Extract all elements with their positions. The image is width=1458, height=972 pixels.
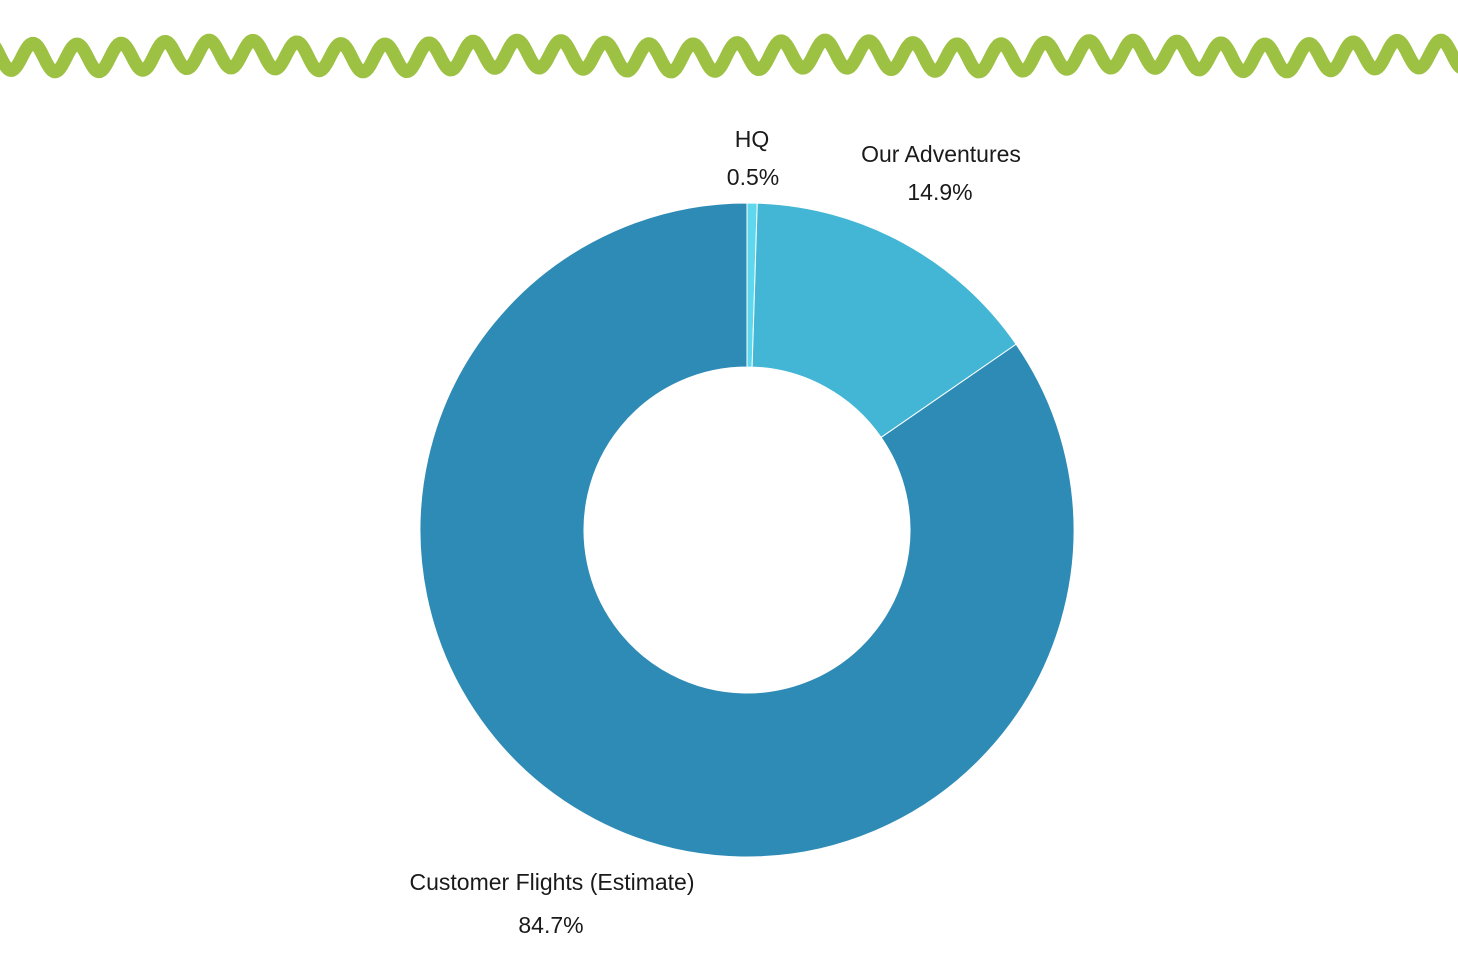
slice-label-customer-flights: Customer Flights (Estimate) — [409, 869, 694, 895]
donut-labels: HQ 0.5% Our Adventures 14.9% Customer Fl… — [409, 126, 1020, 938]
slice-value-hq: 0.5% — [727, 164, 779, 190]
donut-slice-our-adventures — [751, 202, 1017, 439]
slice-value-our-adventures: 14.9% — [907, 179, 972, 205]
slice-label-hq: HQ — [735, 126, 770, 152]
donut-chart — [419, 202, 1075, 858]
slice-value-customer-flights: 84.7% — [518, 912, 583, 938]
squiggle-border-decoration — [0, 33, 1458, 79]
donut-slice-customer-flights-estimate — [419, 202, 1075, 858]
slice-label-our-adventures: Our Adventures — [861, 141, 1021, 167]
